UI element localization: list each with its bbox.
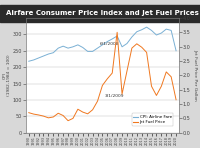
- CPI: Airline Fare: (2.02e+03, 304): Airline Fare: (2.02e+03, 304): [160, 32, 163, 34]
- Jet Fuel Price: [77, 108, 79, 110]
- Jet Fuel Price: [165, 71, 167, 73]
- Jet Fuel Price: [47, 117, 50, 119]
- CPI: Airline Fare: (2.01e+03, 314): Airline Fare: (2.01e+03, 314): [141, 29, 143, 31]
- CPI: Airline Fare: (1.99e+03, 240): Airline Fare: (1.99e+03, 240): [47, 53, 50, 55]
- CPI: Airline Fare: (2.01e+03, 308): Airline Fare: (2.01e+03, 308): [136, 31, 138, 33]
- Jet Fuel Price: [136, 43, 138, 45]
- CPI: Airline Fare: (2e+03, 260): Airline Fare: (2e+03, 260): [82, 47, 84, 48]
- Jet Fuel Price: [67, 120, 69, 122]
- Line: Jet Fuel Price: Jet Fuel Price: [29, 32, 176, 121]
- Jet Fuel Price: [52, 116, 55, 118]
- Title: Airfare Consumer Price Index and Jet Fuel Prices: Airfare Consumer Price Index and Jet Fue…: [6, 10, 199, 16]
- Jet Fuel Price: [106, 78, 109, 80]
- Jet Fuel Price: [145, 52, 148, 53]
- Jet Fuel Price: [82, 111, 84, 113]
- Jet Fuel Price: [37, 114, 40, 116]
- Legend: CPI: Airline Fare, Jet Fuel Price: CPI: Airline Fare, Jet Fuel Price: [132, 114, 173, 126]
- CPI: Airline Fare: (2.01e+03, 262): Airline Fare: (2.01e+03, 262): [121, 46, 123, 48]
- CPI: Airline Fare: (2e+03, 258): Airline Fare: (2e+03, 258): [96, 47, 99, 49]
- Jet Fuel Price: [28, 112, 30, 114]
- CPI: Airline Fare: (1.99e+03, 234): Airline Fare: (1.99e+03, 234): [42, 55, 45, 57]
- Jet Fuel Price: [150, 85, 153, 87]
- Y-axis label: Jet Fuel Price Per Gallon: Jet Fuel Price Per Gallon: [193, 49, 197, 101]
- Jet Fuel Price: [62, 115, 64, 116]
- Jet Fuel Price: [86, 113, 89, 115]
- CPI: Airline Fare: (2e+03, 258): Airline Fare: (2e+03, 258): [57, 47, 59, 49]
- CPI: Airline Fare: (2.01e+03, 295): Airline Fare: (2.01e+03, 295): [116, 35, 118, 37]
- Jet Fuel Price: [160, 85, 163, 87]
- Jet Fuel Price: [121, 93, 123, 95]
- Line: CPI: Airline Fare: CPI: Airline Fare: [29, 27, 176, 61]
- CPI: Airline Fare: (2e+03, 268): Airline Fare: (2e+03, 268): [101, 44, 104, 46]
- Jet Fuel Price: [126, 70, 128, 72]
- CPI: Airline Fare: (2.02e+03, 316): Airline Fare: (2.02e+03, 316): [165, 28, 167, 30]
- Jet Fuel Price: [170, 76, 172, 78]
- CPI: Airline Fare: (1.99e+03, 218): Airline Fare: (1.99e+03, 218): [28, 60, 30, 62]
- Jet Fuel Price: [131, 47, 133, 49]
- CPI: Airline Fare: (2e+03, 262): Airline Fare: (2e+03, 262): [72, 46, 74, 48]
- Jet Fuel Price: [155, 95, 158, 96]
- CPI: Airline Fare: (2e+03, 244): Airline Fare: (2e+03, 244): [52, 52, 55, 54]
- CPI: Airline Fare: (2e+03, 248): Airline Fare: (2e+03, 248): [86, 50, 89, 52]
- Text: 3/1/2009: 3/1/2009: [105, 89, 124, 98]
- CPI: Airline Fare: (2.01e+03, 272): Airline Fare: (2.01e+03, 272): [126, 43, 128, 44]
- CPI: Airline Fare: (1.99e+03, 228): Airline Fare: (1.99e+03, 228): [37, 57, 40, 59]
- Text: 6/1/2008: 6/1/2008: [100, 36, 119, 46]
- CPI: Airline Fare: (2.01e+03, 322): Airline Fare: (2.01e+03, 322): [145, 26, 148, 28]
- Jet Fuel Price: [96, 100, 99, 102]
- CPI: Airline Fare: (2e+03, 258): Airline Fare: (2e+03, 258): [67, 47, 69, 49]
- Jet Fuel Price: [57, 112, 59, 114]
- Y-axis label: CPI
(1982-1984 = 100): CPI (1982-1984 = 100): [3, 55, 11, 96]
- CPI: Airline Fare: (2.01e+03, 292): Airline Fare: (2.01e+03, 292): [131, 36, 133, 38]
- Jet Fuel Price: [91, 109, 94, 111]
- Jet Fuel Price: [42, 115, 45, 117]
- CPI: Airline Fare: (2e+03, 264): Airline Fare: (2e+03, 264): [62, 45, 64, 47]
- Jet Fuel Price: [32, 113, 35, 115]
- CPI: Airline Fare: (1.99e+03, 222): Airline Fare: (1.99e+03, 222): [32, 59, 35, 61]
- CPI: Airline Fare: (2.01e+03, 278): Airline Fare: (2.01e+03, 278): [106, 41, 109, 42]
- CPI: Airline Fare: (2.02e+03, 312): Airline Fare: (2.02e+03, 312): [170, 30, 172, 31]
- CPI: Airline Fare: (2.02e+03, 312): Airline Fare: (2.02e+03, 312): [150, 30, 153, 31]
- Jet Fuel Price: [141, 46, 143, 48]
- CPI: Airline Fare: (2e+03, 268): Airline Fare: (2e+03, 268): [77, 44, 79, 46]
- CPI: Airline Fare: (2.01e+03, 286): Airline Fare: (2.01e+03, 286): [111, 38, 113, 40]
- Jet Fuel Price: [111, 72, 113, 74]
- Jet Fuel Price: [72, 118, 74, 119]
- CPI: Airline Fare: (2.02e+03, 250): Airline Fare: (2.02e+03, 250): [175, 50, 177, 52]
- Jet Fuel Price: [116, 31, 118, 33]
- CPI: Airline Fare: (2.02e+03, 298): Airline Fare: (2.02e+03, 298): [155, 34, 158, 36]
- Jet Fuel Price: [101, 85, 104, 86]
- CPI: Airline Fare: (2e+03, 248): Airline Fare: (2e+03, 248): [91, 50, 94, 52]
- Jet Fuel Price: [175, 99, 177, 101]
